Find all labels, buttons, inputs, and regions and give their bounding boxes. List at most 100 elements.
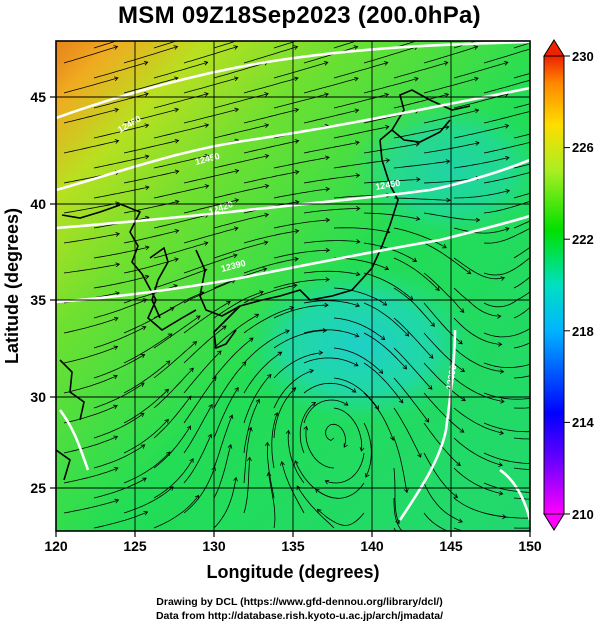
streamline-arrowhead: [226, 301, 231, 306]
streamline: [453, 61, 508, 79]
streamline-arrowhead: [325, 277, 330, 282]
streamline-arrowhead: [264, 154, 270, 159]
streamline-arrowhead: [264, 212, 270, 218]
x-tick-135: 135: [281, 538, 305, 554]
streamline-arrowhead: [378, 369, 384, 374]
streamline: [273, 249, 330, 259]
streamline: [453, 190, 510, 199]
streamline: [243, 399, 260, 454]
streamline-arrowhead: [241, 361, 247, 367]
streamline: [153, 124, 209, 139]
streamline: [393, 257, 440, 291]
streamline-arrowhead: [354, 332, 360, 338]
streamline-arrowhead: [458, 518, 463, 523]
streamline-arrowhead: [424, 417, 430, 423]
streamline: [93, 412, 145, 439]
streamline: [483, 291, 530, 308]
streamline-arrowhead: [535, 169, 539, 173]
streamline-arrowhead: [263, 240, 269, 246]
streamline-arrowhead: [453, 493, 459, 498]
streamline: [123, 230, 179, 244]
streamline-arrowhead: [277, 351, 283, 356]
streamline: [305, 426, 335, 469]
streamline-arrowhead: [115, 291, 120, 296]
y-tick-45: 45: [30, 89, 46, 105]
streamline-arrowhead: [534, 46, 538, 50]
streamline: [393, 41, 418, 49]
streamline: [303, 329, 359, 337]
streamline-arrowhead: [113, 345, 119, 351]
streamline: [453, 317, 502, 345]
streamline: [333, 126, 389, 139]
streamline-arrowhead: [499, 369, 505, 374]
streamline-arrowhead: [359, 447, 365, 452]
streamline: [93, 354, 145, 379]
colorbar-tick-218: 218: [572, 324, 594, 339]
streamline-arrowhead: [324, 480, 330, 485]
streamline-arrowhead: [144, 245, 150, 251]
streamline: [267, 442, 275, 499]
streamline: [213, 61, 268, 79]
streamline: [273, 279, 330, 289]
streamline-arrowhead: [113, 76, 119, 82]
streamline: [513, 133, 530, 139]
streamline-arrowhead: [140, 444, 146, 449]
streamline: [183, 279, 236, 304]
streamline: [333, 317, 385, 340]
streamline-arrowhead: [233, 45, 239, 50]
streamline: [303, 300, 360, 307]
streamline-arrowhead: [322, 328, 328, 333]
streamline-arrowhead: [318, 350, 324, 356]
streamline-arrowhead: [255, 398, 260, 404]
streamline-arrowhead: [264, 92, 269, 97]
streamline: [243, 258, 299, 274]
streamline: [393, 317, 434, 359]
streamline: [363, 77, 419, 94]
streamline: [93, 511, 148, 529]
streamline: [393, 437, 408, 493]
streamline: [123, 200, 179, 214]
streamline: [153, 425, 191, 469]
streamline-arrowhead: [113, 374, 118, 380]
streamline: [483, 200, 530, 214]
streamline-arrowhead: [294, 169, 300, 175]
streamline: [483, 227, 530, 244]
streamline-arrowhead: [474, 108, 480, 114]
x-tick-125: 125: [123, 538, 147, 554]
streamline: [393, 287, 435, 327]
x-axis-label: Longitude (degrees): [206, 562, 379, 582]
streamline-arrowhead: [227, 443, 233, 449]
streamline-arrowhead: [164, 418, 169, 424]
streamline-arrowhead: [285, 329, 290, 334]
streamline-arrowhead: [323, 61, 329, 66]
streamline: [63, 140, 119, 154]
streamline: [363, 178, 420, 184]
streamline-arrowhead: [404, 332, 410, 337]
streamline: [273, 188, 330, 199]
streamline-arrowhead: [351, 388, 357, 393]
streamline-arrowhead: [444, 125, 450, 130]
streamline-arrowhead: [459, 308, 465, 313]
streamline-arrowhead: [234, 386, 239, 392]
streamline: [183, 404, 213, 454]
streamline-arrowhead: [530, 289, 534, 293]
streamline-arrowhead: [382, 301, 388, 306]
wind-streamlines: [63, 41, 539, 531]
streamline-arrowhead: [353, 45, 359, 50]
streamline: [453, 157, 510, 169]
streamline-arrowhead: [414, 76, 419, 82]
streamline-arrowhead: [267, 373, 272, 379]
streamline: [333, 62, 388, 79]
y-tick-25: 25: [30, 480, 46, 496]
streamline-arrowhead: [461, 397, 466, 402]
streamline-arrowhead: [456, 461, 461, 466]
streamline-arrowhead: [114, 107, 120, 113]
streamline: [513, 42, 530, 49]
streamline: [333, 377, 379, 410]
streamline: [183, 199, 239, 214]
streamline: [123, 360, 171, 394]
streamline: [423, 212, 480, 221]
streamline-arrowhead: [113, 435, 119, 440]
streamline: [93, 124, 149, 139]
streamline: [363, 212, 420, 220]
